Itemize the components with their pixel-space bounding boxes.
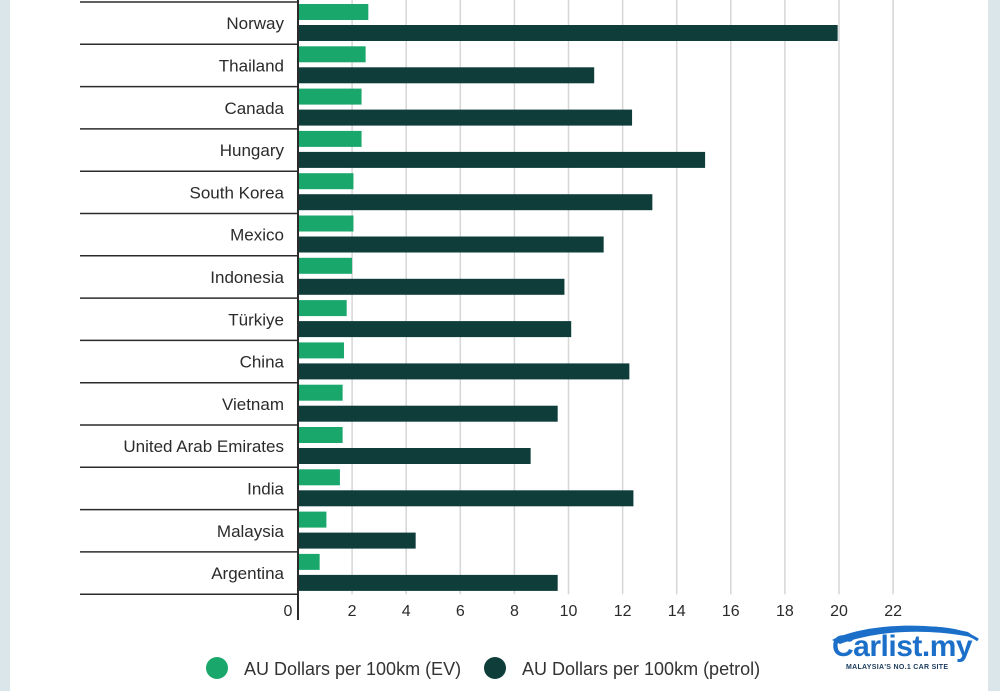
x-tick-labels: 0 2 4 6 8 10 12 14 16 18 20 22 bbox=[284, 603, 903, 620]
x-tick-label: 14 bbox=[668, 603, 686, 620]
x-tick-label: 8 bbox=[510, 603, 519, 620]
logo-wordmark: Carlist.my bbox=[832, 630, 973, 663]
category-label: Mexico bbox=[230, 226, 284, 245]
category-label: Malaysia bbox=[217, 522, 285, 541]
bar-ev bbox=[298, 553, 320, 570]
legend-swatch-petrol bbox=[484, 657, 506, 679]
category-label: India bbox=[247, 479, 284, 498]
grid-lines bbox=[351, 0, 894, 595]
bar-petrol bbox=[298, 448, 531, 464]
x-tick-label: 6 bbox=[456, 603, 465, 620]
bar-petrol bbox=[298, 236, 604, 253]
bar-petrol bbox=[298, 278, 565, 295]
bar-petrol bbox=[298, 363, 630, 380]
legend-label-petrol: AU Dollars per 100km (petrol) bbox=[522, 659, 760, 679]
bar-petrol bbox=[298, 151, 706, 168]
bar-petrol bbox=[298, 194, 653, 211]
bar-petrol bbox=[298, 574, 558, 591]
bar-petrol bbox=[298, 25, 838, 41]
bar-ev bbox=[298, 384, 343, 401]
category-label: China bbox=[240, 353, 285, 372]
x-tick-label: 10 bbox=[560, 603, 578, 620]
category-label: Hungary bbox=[220, 141, 285, 160]
bar-ev bbox=[298, 88, 362, 105]
bar-ev bbox=[298, 4, 369, 20]
category-label: Türkiye bbox=[228, 310, 284, 329]
category-label: South Korea bbox=[189, 183, 284, 202]
x-tick-label: 16 bbox=[722, 603, 740, 620]
bar-petrol bbox=[298, 405, 558, 422]
x-tick-label: 2 bbox=[348, 603, 357, 620]
x-tick-label: 20 bbox=[830, 603, 848, 620]
x-tick-label: 12 bbox=[614, 603, 632, 620]
category-label: United Arab Emirates bbox=[123, 437, 284, 456]
bar-ev bbox=[298, 469, 340, 486]
bar-ev bbox=[298, 173, 354, 190]
x-tick-label: 22 bbox=[884, 603, 902, 620]
category-label: Argentina bbox=[211, 564, 284, 583]
bars bbox=[298, 4, 838, 591]
bar-ev bbox=[298, 215, 354, 232]
bar-petrol bbox=[298, 490, 634, 507]
category-label: Norway bbox=[226, 14, 284, 33]
bar-ev bbox=[298, 130, 362, 147]
category-label: Vietnam bbox=[222, 395, 284, 414]
x-tick-label: 18 bbox=[776, 603, 794, 620]
x-tick-label: 4 bbox=[402, 603, 411, 620]
bar-petrol bbox=[298, 321, 572, 338]
legend: AU Dollars per 100km (EV) AU Dollars per… bbox=[206, 657, 760, 679]
bar-ev bbox=[298, 342, 344, 359]
legend-label-ev: AU Dollars per 100km (EV) bbox=[244, 659, 461, 679]
bar-ev bbox=[298, 427, 343, 443]
bar-petrol bbox=[298, 109, 633, 126]
bar-ev bbox=[298, 257, 353, 274]
bar-petrol bbox=[298, 67, 595, 84]
carlist-logo bbox=[832, 625, 979, 644]
category-label: Thailand bbox=[219, 56, 284, 75]
bar-ev bbox=[298, 300, 347, 317]
category-label: Canada bbox=[224, 99, 284, 118]
bar-petrol bbox=[298, 532, 416, 549]
category-labels: Norway Thailand Canada Hungary South Korea Me… bbox=[123, 14, 284, 583]
legend-swatch-ev bbox=[206, 657, 228, 679]
logo-tagline: MALAYSIA'S NO.1 CAR SITE bbox=[846, 664, 949, 671]
bar-ev bbox=[298, 511, 327, 528]
bar-ev bbox=[298, 46, 366, 63]
category-label: Indonesia bbox=[210, 268, 284, 287]
category-separators bbox=[80, 1, 298, 595]
x-tick-label: 0 bbox=[284, 603, 293, 620]
